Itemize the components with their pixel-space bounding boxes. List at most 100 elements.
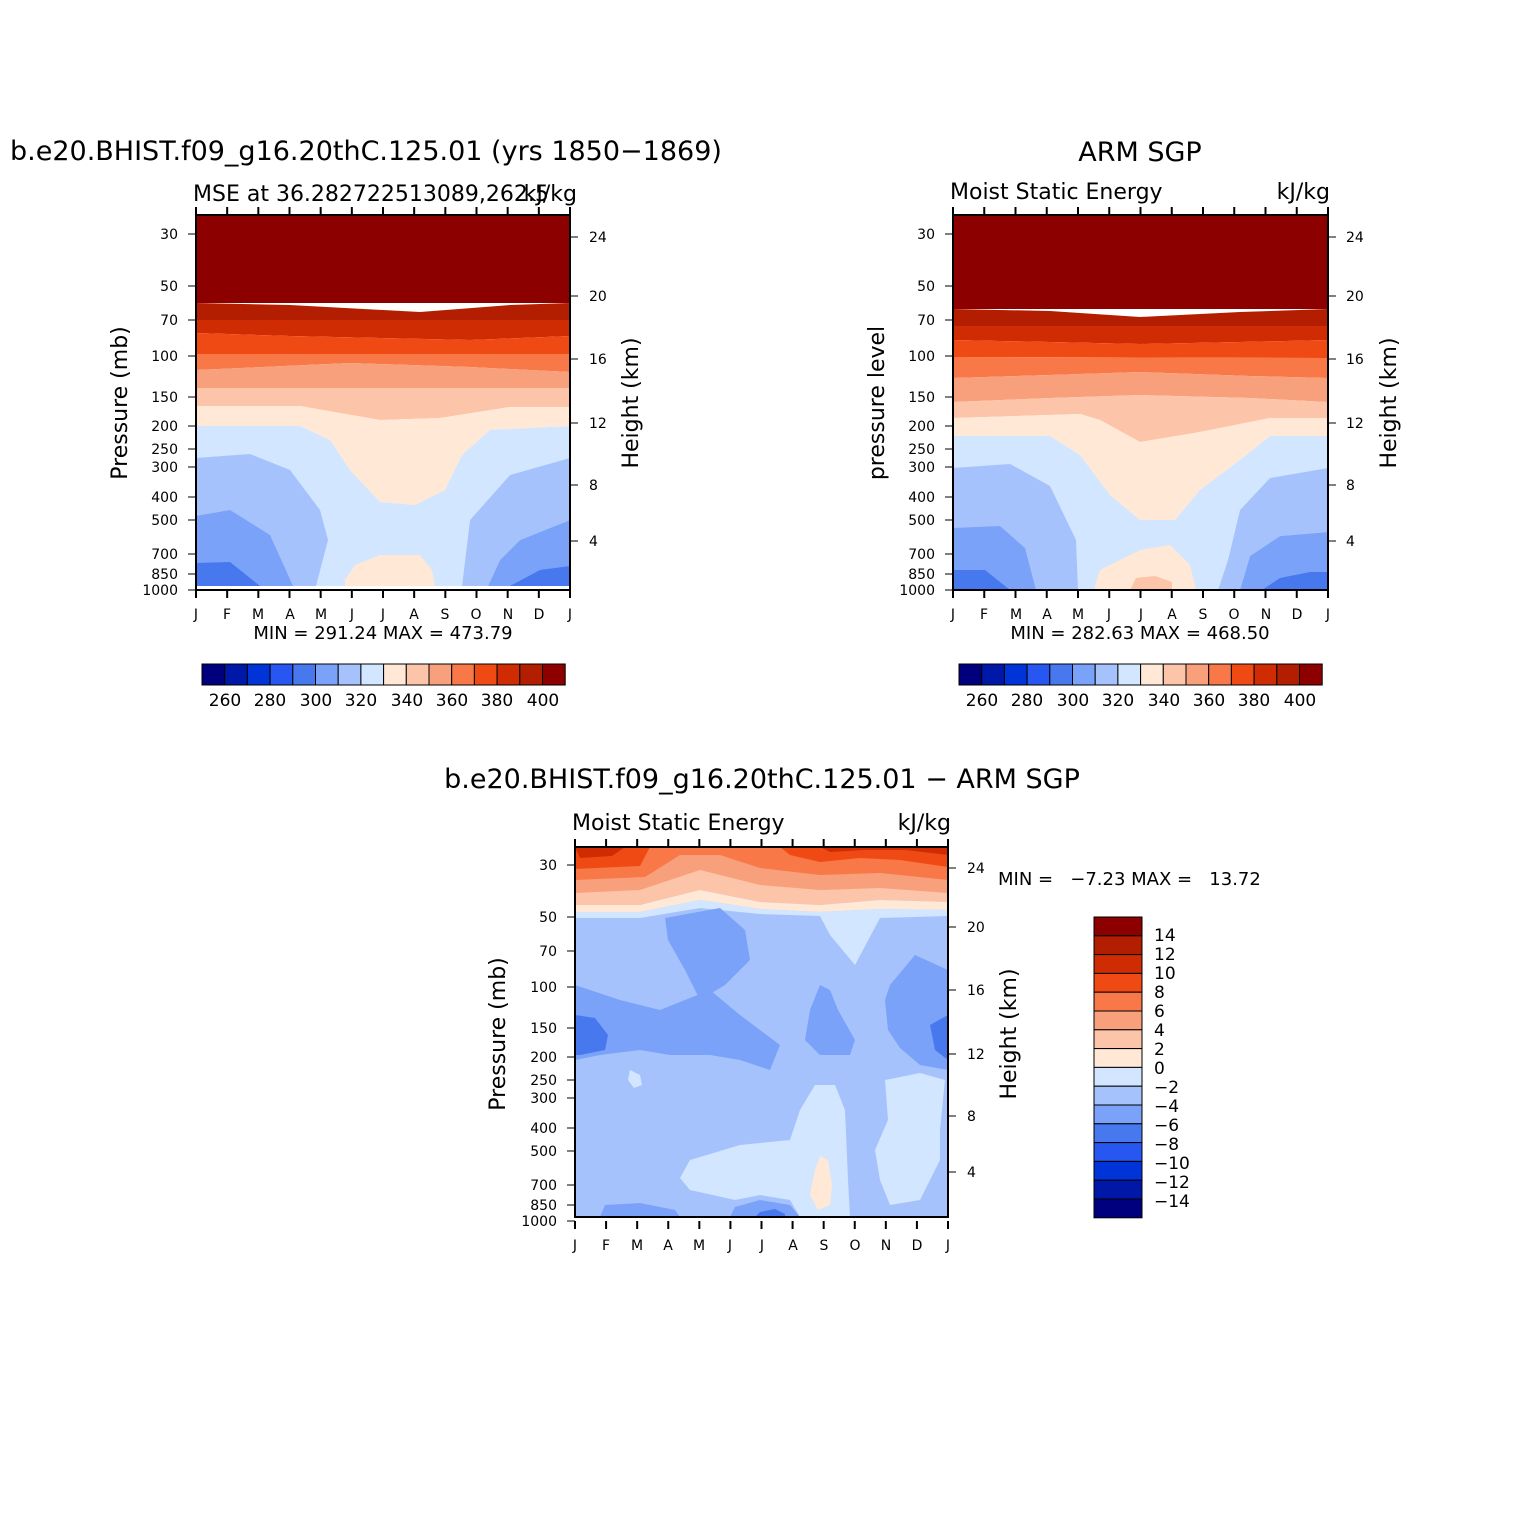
panel-diff-plot-area	[574, 846, 949, 1218]
colorbar-label: 380	[481, 691, 513, 711]
colorbar-label: 280	[254, 691, 286, 711]
y-tick-label: 250	[530, 1073, 557, 1089]
contour-band	[196, 454, 570, 586]
colorbar-swatch	[1093, 1085, 1143, 1106]
colorbar-label: 4	[1154, 1021, 1165, 1041]
height-tick-label: 12	[1346, 416, 1364, 432]
height-tick-label: 4	[967, 1165, 976, 1181]
panel-obs: ARM SGP Moist Static Energy kJ/kg 30 50 …	[865, 137, 1402, 711]
colorbar-label: 14	[1154, 926, 1176, 946]
y-tick-label: 300	[908, 460, 935, 476]
height-tick-label: 4	[589, 534, 598, 550]
colorbar-label: −2	[1154, 1078, 1179, 1098]
contour-band	[196, 562, 570, 586]
y-tick-label: 100	[530, 980, 557, 996]
panel-obs-colorbar-labels: 260 280 300 320 340 360 380 400	[966, 691, 1316, 711]
colorbar-label: −6	[1154, 1116, 1179, 1136]
y-tick-label: 850	[908, 567, 935, 583]
panel-diff-subtitle-left: Moist Static Energy	[572, 811, 785, 836]
contour-band	[1095, 545, 1196, 590]
panel-obs-minmax: MIN = 282.63 MAX = 468.50	[1010, 623, 1269, 644]
height-tick-label: 16	[967, 983, 985, 999]
panel-diff-colorbar	[1093, 916, 1143, 1219]
height-tick-label: 24	[589, 230, 607, 246]
y-tick-label: 700	[908, 547, 935, 563]
colorbar-swatch	[428, 663, 453, 686]
colorbar-swatch	[383, 663, 407, 686]
panel-model-colorbar	[201, 663, 566, 686]
x-tick-label: A	[285, 607, 295, 623]
colorbar-swatch	[1093, 1123, 1143, 1144]
x-tick-label: S	[1199, 607, 1208, 623]
colorbar-swatch	[1093, 972, 1143, 993]
contour-band	[953, 309, 1328, 326]
x-tick-label: F	[223, 607, 231, 623]
contour-band	[575, 1015, 608, 1055]
panel-obs-subtitle-right: kJ/kg	[1277, 180, 1330, 205]
panel-model-minmax: MIN = 291.24 MAX = 473.79	[253, 623, 512, 644]
contour-band	[196, 333, 570, 354]
colorbar-swatch	[1253, 663, 1278, 686]
contour-band	[628, 1070, 642, 1088]
x-tick-label: F	[980, 607, 988, 623]
colorbar-swatch	[201, 663, 226, 686]
colorbar-swatch	[1276, 663, 1301, 686]
colorbar-label: −8	[1154, 1135, 1179, 1155]
colorbar-label: −10	[1154, 1154, 1190, 1174]
y-tick-label: 30	[539, 858, 557, 874]
x-tick-label: J	[945, 1238, 950, 1254]
colorbar-label: −12	[1154, 1173, 1190, 1193]
colorbar-label: 6	[1154, 1002, 1165, 1022]
contour-band	[196, 406, 570, 505]
y-tick-label: 100	[908, 349, 935, 365]
colorbar-swatch	[1140, 663, 1164, 686]
x-tick-label: M	[1010, 607, 1022, 623]
colorbar-swatch	[1072, 663, 1096, 686]
panel-obs-x-ticks: J F M A M J J A S O N D J	[950, 207, 1330, 623]
y-tick-label: 50	[917, 279, 935, 295]
colorbar-swatch	[981, 663, 1005, 686]
colorbar-swatch	[1093, 916, 1143, 937]
y-tick-label: 150	[151, 390, 178, 406]
colorbar-swatch	[1093, 1010, 1143, 1031]
x-tick-label: A	[788, 1238, 798, 1254]
x-tick-label: J	[193, 607, 198, 623]
x-tick-label: A	[1167, 607, 1177, 623]
y-tick-label: 300	[530, 1091, 557, 1107]
x-tick-label: J	[950, 607, 955, 623]
contour-band	[665, 908, 750, 1000]
colorbar-label: 320	[345, 691, 377, 711]
x-tick-label: M	[1072, 607, 1084, 623]
colorbar-swatch	[360, 663, 385, 686]
panel-model-subtitle-right: kJ/kg	[524, 182, 577, 207]
contour-band	[953, 372, 1328, 402]
y-tick-label: 500	[530, 1144, 557, 1160]
colorbar-swatch	[1093, 1142, 1143, 1162]
y-tick-label: 30	[160, 227, 178, 243]
height-tick-label: 20	[967, 920, 985, 936]
panel-diff-colorbar-labels: 14 12 10 8 6 4 2 0 −2 −4 −6 −8 −10 −12 −…	[1154, 926, 1190, 1212]
y-tick-label: 500	[908, 513, 935, 529]
x-tick-label: D	[534, 607, 545, 623]
x-tick-label: S	[441, 607, 450, 623]
y-tick-label: 400	[908, 490, 935, 506]
colorbar-label: 360	[1193, 691, 1225, 711]
colorbar-swatch	[292, 663, 316, 686]
colorbar-swatch	[1093, 1160, 1143, 1181]
x-tick-label: O	[470, 607, 481, 623]
x-tick-label: S	[820, 1238, 829, 1254]
x-tick-label: D	[912, 1238, 923, 1254]
colorbar-swatch	[405, 663, 430, 686]
colorbar-swatch	[496, 663, 521, 686]
contour-band	[875, 1073, 945, 1205]
panel-model-colorbar-labels: 260 280 300 320 340 360 380 400	[209, 691, 559, 711]
panel-diff-left-ticks: 30 50 70 100 150 200 250 300 400 500 700…	[521, 858, 575, 1230]
panel-model-subtitle-left: MSE at 36.282722513089,262.5	[193, 182, 549, 207]
colorbar-swatch	[1093, 991, 1143, 1012]
y-tick-label: 850	[151, 567, 178, 583]
panel-model: b.e20.BHIST.f09_g16.20thC.125.01 (yrs 18…	[10, 136, 722, 711]
contour-band	[810, 1156, 832, 1210]
panel-model-title: b.e20.BHIST.f09_g16.20thC.125.01 (yrs 18…	[10, 136, 722, 167]
colorbar-swatch	[1185, 663, 1210, 686]
